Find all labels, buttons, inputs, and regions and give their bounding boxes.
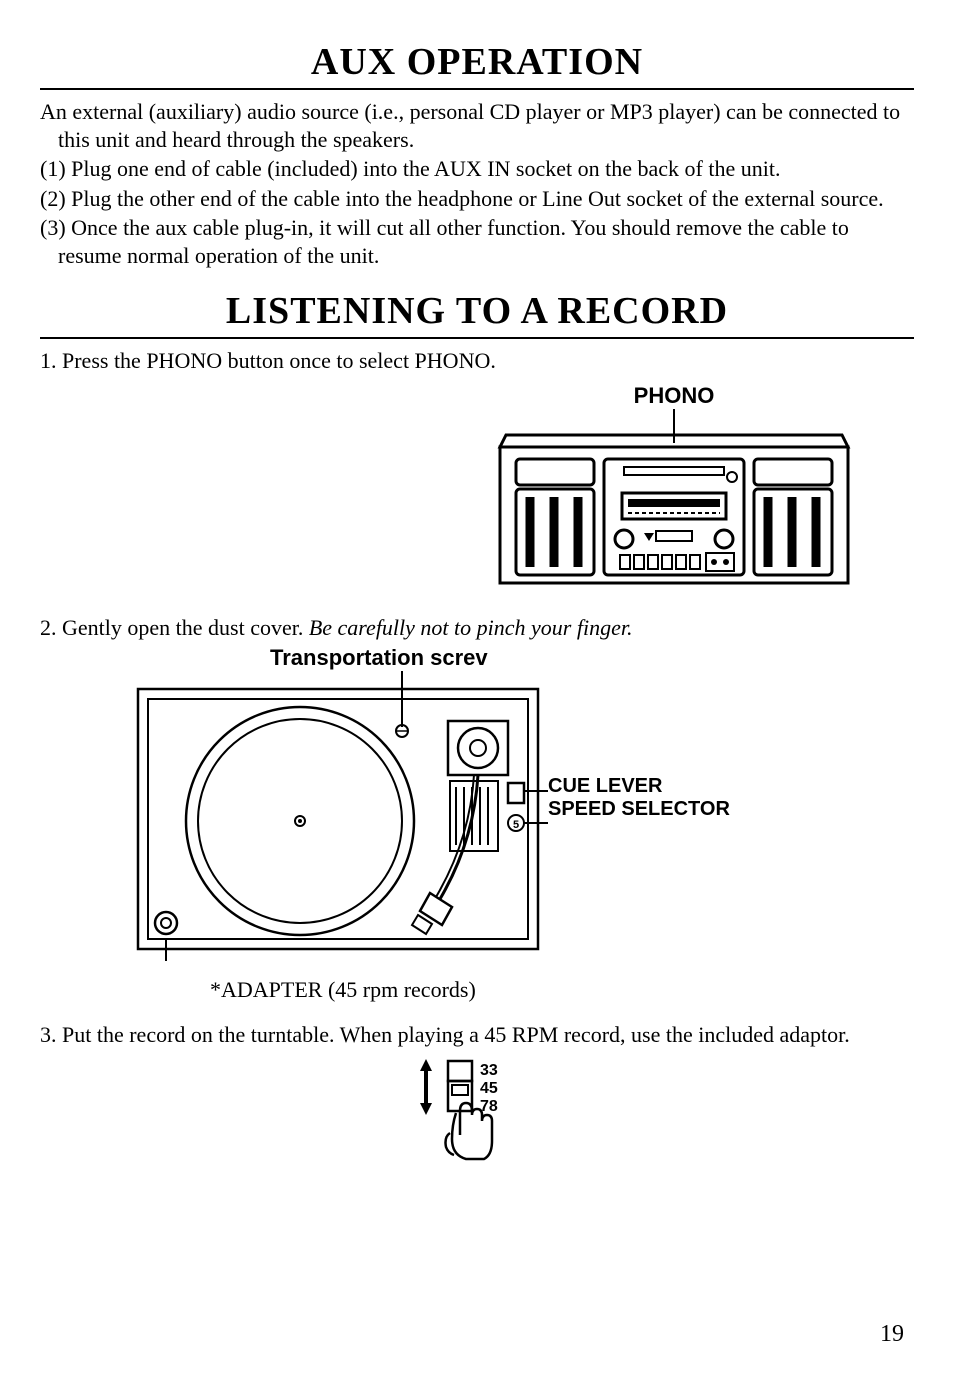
aux-step-2: (2) Plug the other end of the cable into… [40,185,914,213]
transport-caption: Transportation screv [270,645,914,671]
svg-text:5: 5 [513,819,519,831]
step2-italic: Be carefully not to pinch your finger. [309,615,633,640]
adapter-caption: *ADAPTER (45 rpm records) [210,977,914,1003]
aux-heading: AUX OPERATION [40,40,914,84]
page-number: 19 [880,1321,904,1348]
phono-unit-diagram [494,409,854,589]
record-step-3: 3. Put the record on the turntable. When… [40,1021,914,1049]
turntable-diagram-block: Transportation screv 5 [130,645,914,1003]
speed-33: 33 [480,1062,498,1079]
phono-caption: PHONO [494,383,854,409]
aux-intro: An external (auxiliary) audio source (i.… [40,98,914,153]
heading-rule-1 [40,88,914,90]
aux-step-3: (3) Once the aux cable plug-in, it will … [40,214,914,269]
phono-diagram-block: PHONO [40,383,854,594]
speed-selector-label: SPEED SELECTOR [548,798,730,821]
speed-45: 45 [480,1080,498,1097]
step2-plain: 2. Gently open the dust cover. [40,615,309,640]
record-heading: LISTENING TO A RECORD [40,289,914,333]
speed-switch-diagram: 33 45 78 [40,1055,914,1180]
heading-rule-2 [40,337,914,339]
record-step-2: 2. Gently open the dust cover. Be carefu… [40,614,914,642]
cue-lever-label: CUE LEVER [548,775,730,798]
aux-step-1: (1) Plug one end of cable (included) int… [40,155,914,183]
record-step-1: 1. Press the PHONO button once to select… [40,347,914,375]
turntable-diagram: 5 [130,671,550,971]
